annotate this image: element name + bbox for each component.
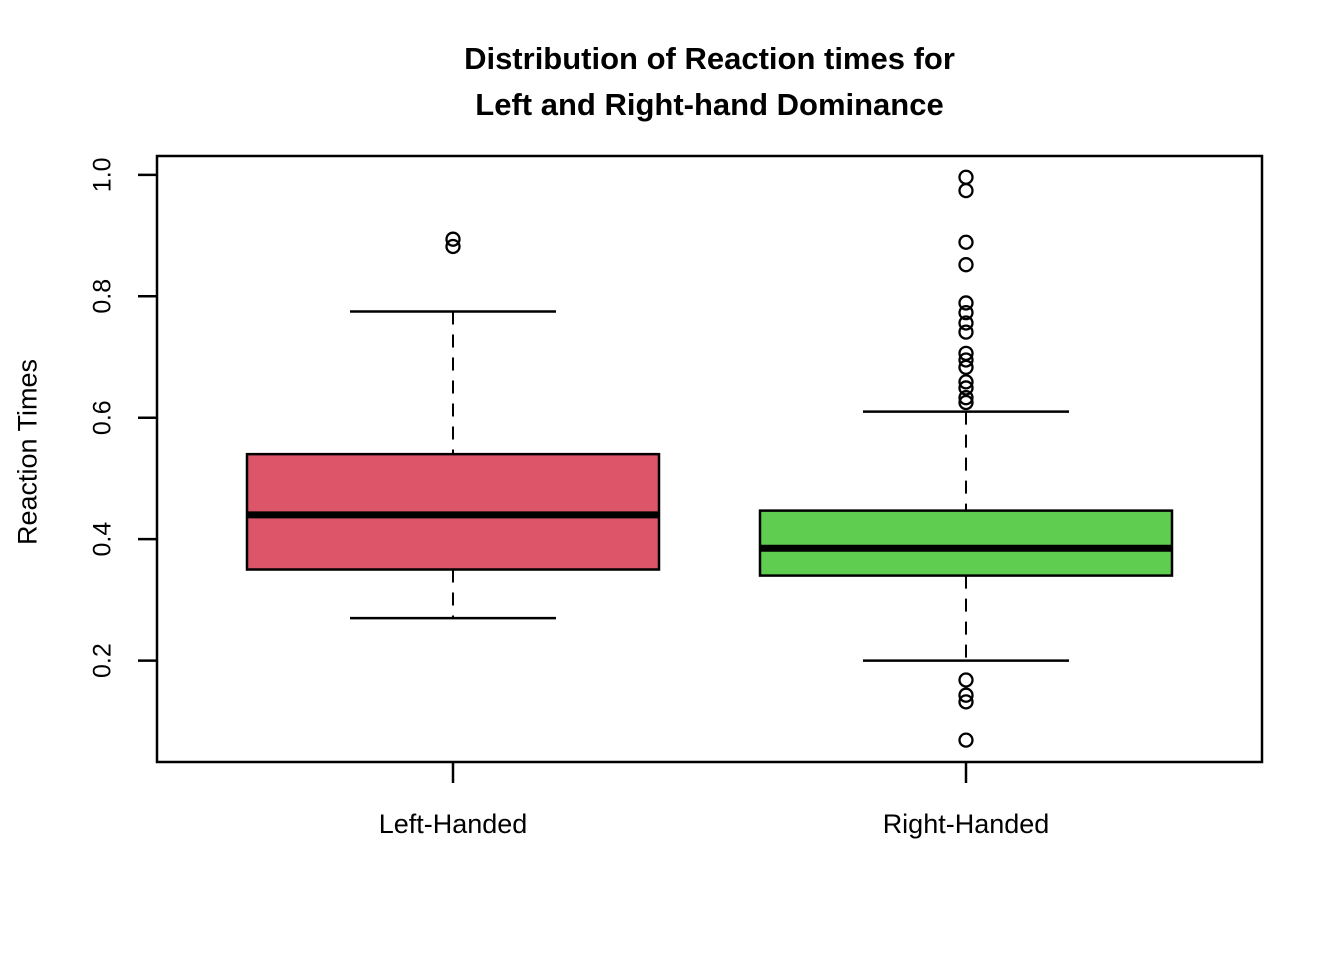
outlier-point xyxy=(958,234,974,250)
x-tick-label: Left-Handed xyxy=(379,809,528,839)
outlier-point xyxy=(958,359,974,375)
outlier-point xyxy=(958,380,974,396)
outlier-point xyxy=(958,394,974,411)
outlier-point xyxy=(958,672,974,688)
outlier-point xyxy=(958,687,974,703)
outlier-point xyxy=(958,169,974,185)
outlier-point xyxy=(958,257,974,273)
y-tick-label: 0.6 xyxy=(89,400,117,435)
y-tick-label: 0.8 xyxy=(89,279,117,314)
outlier-point xyxy=(958,374,974,390)
y-tick-label: 1.0 xyxy=(89,157,117,192)
y-tick-label: 0.4 xyxy=(89,522,117,557)
outlier-point xyxy=(958,390,974,406)
outlier-point xyxy=(958,324,974,340)
x-tick-label: Right-Handed xyxy=(883,809,1050,839)
outlier-point xyxy=(445,238,461,255)
outlier-point xyxy=(958,305,974,321)
y-tick-label: 0.2 xyxy=(89,643,117,678)
outlier-point xyxy=(958,352,974,368)
chart-title: Distribution of Reaction times for Left … xyxy=(157,36,1262,128)
outlier-point xyxy=(958,295,974,311)
outlier-point xyxy=(958,732,974,748)
outlier-point xyxy=(958,315,974,331)
chart-title-line2: Left and Right-hand Dominance xyxy=(475,87,944,122)
outlier-point xyxy=(958,694,974,710)
outlier-point xyxy=(958,182,974,199)
outlier-point xyxy=(445,231,461,247)
plot-border xyxy=(155,154,1264,764)
box-right-handed xyxy=(758,509,1174,577)
chart-title-line1: Distribution of Reaction times for xyxy=(464,41,955,76)
